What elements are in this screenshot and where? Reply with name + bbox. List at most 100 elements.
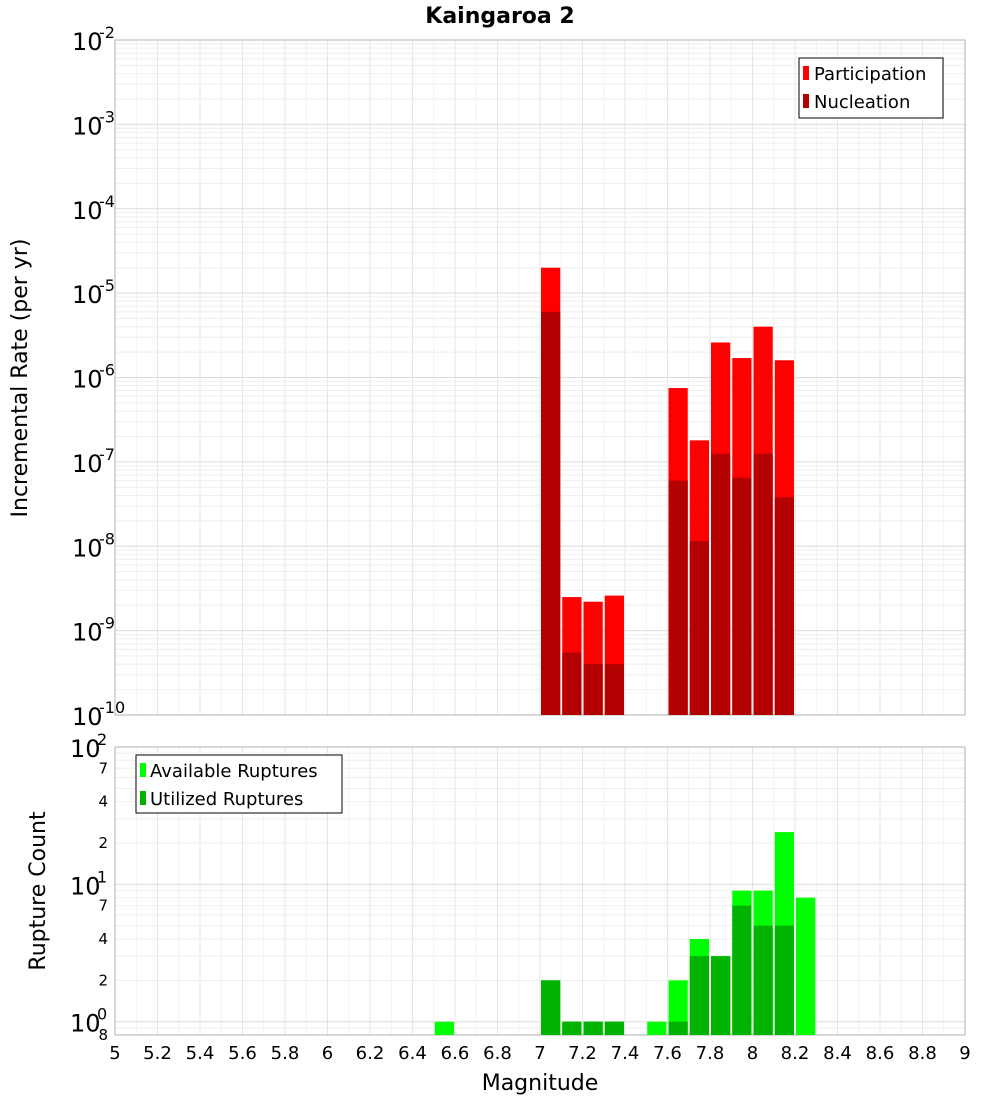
nucleation-bar xyxy=(711,453,731,715)
y-minor-tick-label: 2 xyxy=(98,971,108,989)
legend-swatch-nucleation xyxy=(803,94,809,108)
x-tick-label: 8.6 xyxy=(866,1043,895,1064)
x-tick-label: 7 xyxy=(534,1043,545,1064)
nucleation-bar xyxy=(541,311,561,715)
nucleation-bar xyxy=(774,497,794,715)
y-tick-exponent: 2 xyxy=(97,730,107,749)
nucleation-bar xyxy=(753,453,773,715)
x-tick-label: 6.2 xyxy=(356,1043,385,1064)
x-tick-label: 6.4 xyxy=(398,1043,427,1064)
y-tick-label: 10 xyxy=(72,450,103,478)
x-tick-label: 5.4 xyxy=(186,1043,215,1064)
utilized-ruptures-bar xyxy=(562,1021,582,1035)
x-tick-label: 8.2 xyxy=(781,1043,810,1064)
x-tick-label: 6.8 xyxy=(483,1043,512,1064)
bottom-legend: Available Ruptures Utilized Ruptures xyxy=(135,754,343,814)
y-tick-exponent: -3 xyxy=(99,107,115,126)
available-ruptures-bar xyxy=(796,897,816,1035)
utilized-ruptures-bar xyxy=(541,980,561,1035)
utilized-ruptures-bar xyxy=(774,925,794,1035)
utilized-ruptures-bar xyxy=(668,1021,688,1035)
y-tick-label: 10 xyxy=(72,703,103,731)
bottom-legend-box xyxy=(135,754,343,814)
y-tick-exponent: -7 xyxy=(99,445,115,464)
y-tick-label: 10 xyxy=(70,872,101,900)
legend-label-participation: Participation xyxy=(814,64,926,85)
available-ruptures-bar xyxy=(434,1021,454,1035)
x-tick-label: 5 xyxy=(109,1043,120,1064)
utilized-ruptures-bar xyxy=(689,956,709,1035)
y-tick-exponent: 0 xyxy=(97,1005,107,1024)
y-tick-label: 10 xyxy=(70,1010,101,1038)
y-tick-exponent: -2 xyxy=(99,23,115,42)
y-tick-exponent: -5 xyxy=(99,276,115,295)
y-tick-label: 10 xyxy=(70,735,101,763)
y-tick-exponent: -9 xyxy=(99,614,115,633)
x-tick-label: 8 xyxy=(747,1043,758,1064)
nucleation-bar xyxy=(668,480,688,715)
utilized-ruptures-bar xyxy=(732,905,752,1035)
nucleation-bar xyxy=(732,477,752,715)
y-tick-exponent: -6 xyxy=(99,361,115,380)
available-ruptures-bar xyxy=(647,1021,667,1035)
legend-label-nucleation: Nucleation xyxy=(814,92,910,113)
y-tick-label: 10 xyxy=(72,534,103,562)
x-tick-label: 7.4 xyxy=(611,1043,640,1064)
nucleation-bar xyxy=(562,652,582,715)
bottom-plot-area xyxy=(114,746,966,1036)
utilized-ruptures-bar xyxy=(604,1021,624,1035)
y-tick-exponent: -8 xyxy=(99,529,115,548)
utilized-ruptures-bar xyxy=(753,925,773,1035)
nucleation-bar xyxy=(583,664,603,715)
y-tick-exponent: 1 xyxy=(97,867,107,886)
top-panel-bars xyxy=(541,267,794,715)
y-tick-label: 10 xyxy=(72,112,103,140)
y-tick-exponent: -4 xyxy=(99,192,115,211)
x-tick-label: 8.4 xyxy=(823,1043,852,1064)
x-axis-label: Magnitude xyxy=(482,1071,599,1096)
bottom-panel-bars xyxy=(434,832,816,1035)
nucleation-bar xyxy=(689,541,709,715)
x-tick-label: 9 xyxy=(959,1043,970,1064)
y-minor-tick-label: 8 xyxy=(98,1026,108,1044)
y-minor-tick-label: 7 xyxy=(98,897,108,915)
y-tick-exponent: -10 xyxy=(99,698,125,717)
legend-label-available-ruptures: Available Ruptures xyxy=(150,761,318,782)
x-tick-label: 7.8 xyxy=(696,1043,725,1064)
y-minor-tick-label: 2 xyxy=(98,834,108,852)
legend-label-utilized-ruptures: Utilized Ruptures xyxy=(150,789,303,810)
bottom-y-axis-label: Rupture Count xyxy=(26,811,51,971)
nucleation-bar xyxy=(604,664,624,715)
x-tick-label: 7.2 xyxy=(568,1043,597,1064)
x-tick-label: 6.6 xyxy=(441,1043,470,1064)
y-tick-label: 10 xyxy=(72,281,103,309)
legend-swatch-available-ruptures xyxy=(140,763,146,777)
x-tick-label: 5.2 xyxy=(143,1043,172,1064)
top-legend-box xyxy=(798,57,944,119)
x-tick-label: 5.6 xyxy=(228,1043,257,1064)
y-tick-label: 10 xyxy=(72,619,103,647)
y-tick-label: 10 xyxy=(72,197,103,225)
x-tick-label: 8.8 xyxy=(908,1043,937,1064)
available-ruptures-bar xyxy=(668,980,688,1035)
x-tick-label: 5.8 xyxy=(271,1043,300,1064)
y-tick-label: 10 xyxy=(72,366,103,394)
top-panel-grid xyxy=(114,39,966,716)
chart-title: Kaingaroa 2 xyxy=(425,4,574,29)
y-tick-label: 10 xyxy=(72,28,103,56)
y-minor-tick-label: 4 xyxy=(98,793,108,811)
x-tick-label: 7.6 xyxy=(653,1043,682,1064)
top-legend: Participation Nucleation xyxy=(798,57,944,119)
y-minor-tick-label: 7 xyxy=(98,759,108,777)
top-plot-area xyxy=(114,39,966,716)
y-minor-tick-label: 4 xyxy=(98,930,108,948)
legend-swatch-participation xyxy=(803,66,809,80)
utilized-ruptures-bar xyxy=(711,956,731,1035)
utilized-ruptures-bar xyxy=(583,1021,603,1035)
legend-swatch-utilized-ruptures xyxy=(140,791,146,805)
x-tick-label: 6 xyxy=(322,1043,333,1064)
x-axis-ticks: 5 5.2 5.4 5.6 5.8 6 6.2 6.4 6.6 6.8 7 7.2 7.4 7.6 7.8 8… xyxy=(109,1043,970,1064)
